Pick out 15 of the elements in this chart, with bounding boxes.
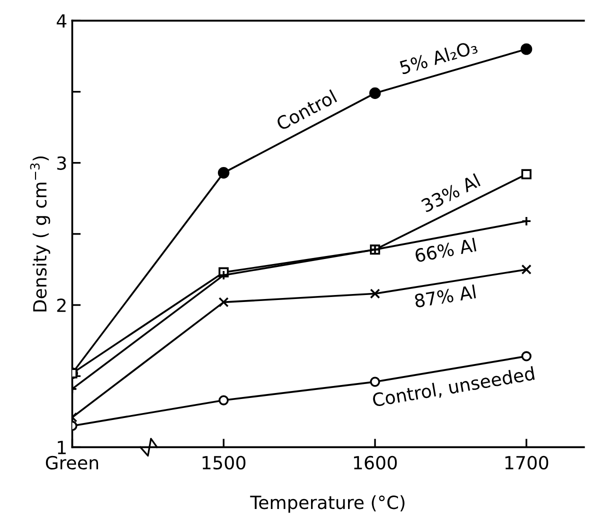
x-tick-label: Green: [46, 456, 98, 470]
x-tick-label: 1600: [354, 456, 397, 470]
text: 66% Al: [414, 238, 476, 263]
text: 33% Al: [420, 173, 481, 213]
y-tick-label: 4: [56, 14, 66, 28]
y-axis-title: Density ( g cm$^{−3}$): [30, 156, 50, 312]
text: 5% Al₂O₃: [399, 39, 478, 75]
x-axis-title: Temperature (°C): [250, 495, 404, 513]
y-tick-label: 1: [58, 440, 66, 454]
y-tick-label: 2: [57, 298, 66, 312]
text: 87% Al: [414, 284, 476, 308]
x-tick-label: 1700: [505, 456, 548, 470]
text: Control, unseeded: [372, 366, 535, 409]
y-tick-label: 3: [57, 156, 66, 170]
x-tick-label: 1500: [202, 456, 246, 470]
